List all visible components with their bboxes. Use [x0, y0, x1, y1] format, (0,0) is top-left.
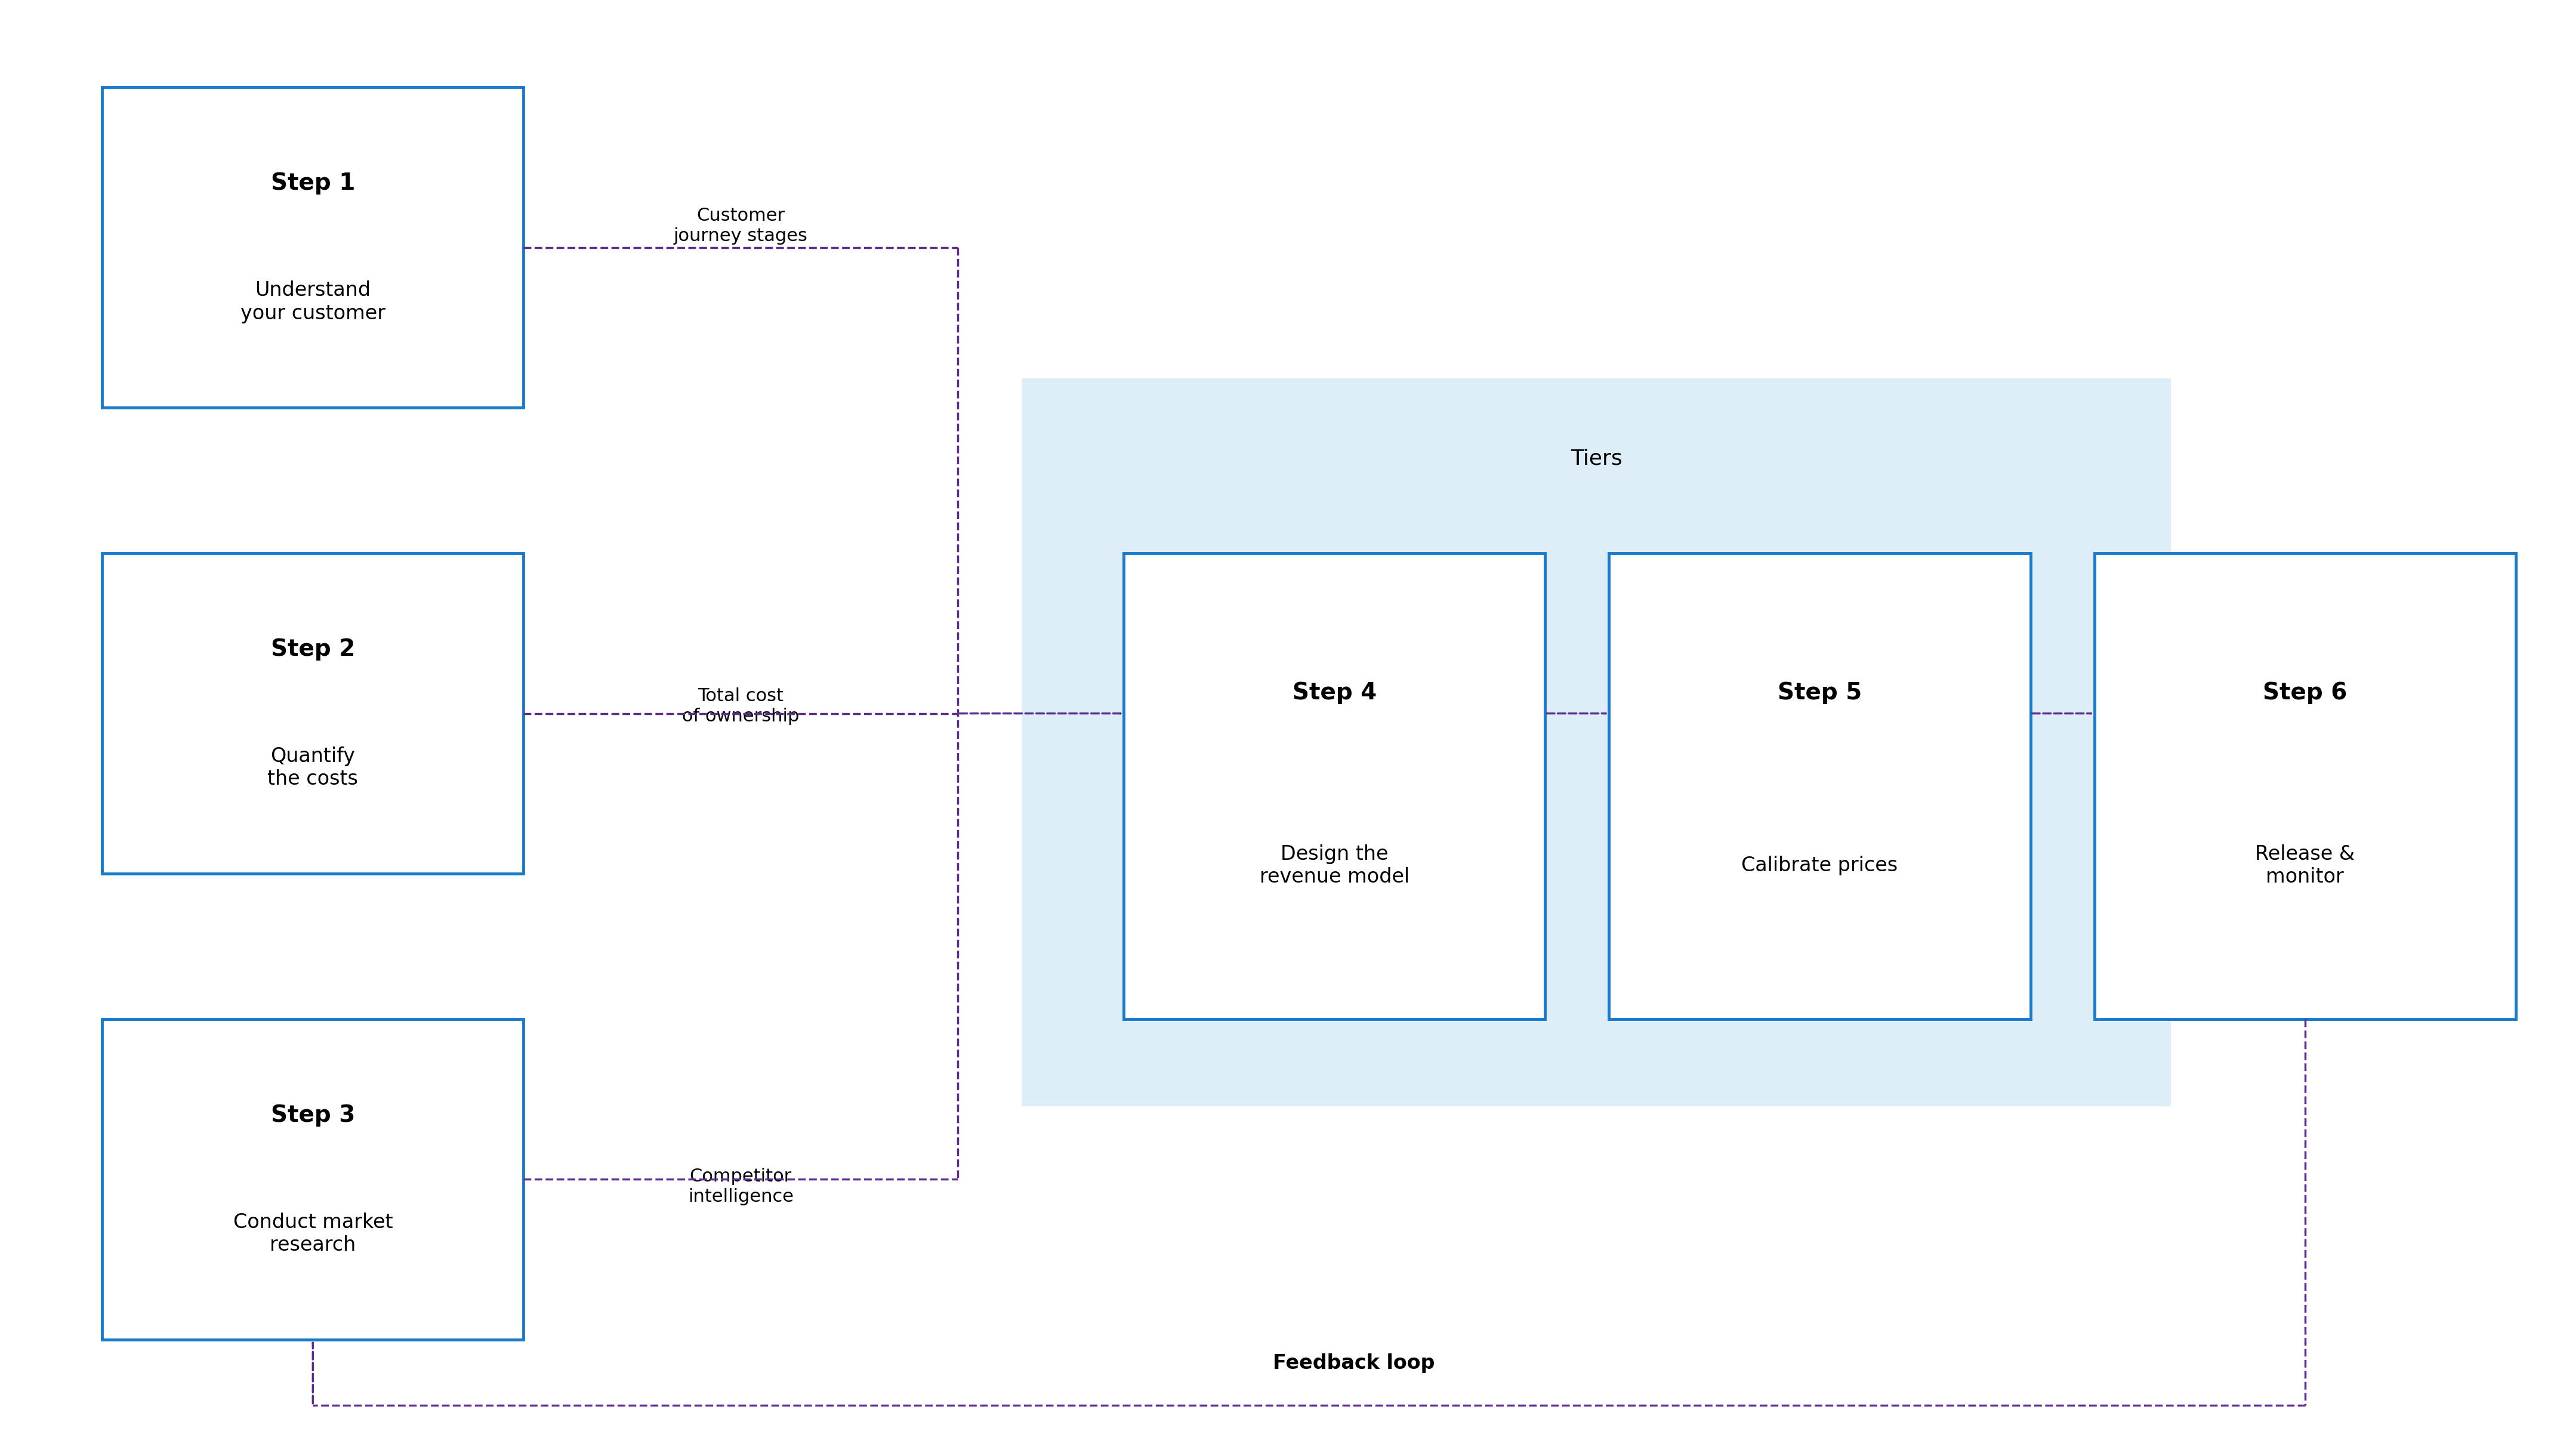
Text: Step 1: Step 1	[271, 172, 355, 195]
FancyBboxPatch shape	[102, 87, 524, 408]
FancyBboxPatch shape	[1124, 553, 1545, 1019]
Text: Quantify
the costs: Quantify the costs	[268, 747, 358, 789]
FancyBboxPatch shape	[2094, 553, 2516, 1019]
FancyBboxPatch shape	[102, 1019, 524, 1340]
Text: Total cost
of ownership: Total cost of ownership	[682, 687, 799, 725]
FancyBboxPatch shape	[102, 553, 524, 874]
Text: Customer
journey stages: Customer journey stages	[674, 207, 807, 245]
FancyBboxPatch shape	[1022, 379, 2171, 1107]
Text: Design the
revenue model: Design the revenue model	[1259, 844, 1410, 887]
Text: Step 4: Step 4	[1292, 681, 1377, 705]
Text: Feedback loop: Feedback loop	[1272, 1353, 1435, 1373]
Text: Release &
monitor: Release & monitor	[2255, 844, 2355, 887]
Text: Step 5: Step 5	[1778, 681, 1862, 705]
Text: Step 3: Step 3	[271, 1104, 355, 1127]
FancyBboxPatch shape	[1609, 553, 2030, 1019]
Text: Calibrate prices: Calibrate prices	[1742, 856, 1898, 875]
Text: Conduct market
research: Conduct market research	[232, 1213, 393, 1255]
Text: Tiers: Tiers	[1571, 448, 1622, 469]
Text: Step 6: Step 6	[2263, 681, 2347, 705]
Text: Understand
your customer: Understand your customer	[240, 281, 386, 323]
Text: Step 2: Step 2	[271, 638, 355, 661]
Text: Competitor
intelligence: Competitor intelligence	[687, 1168, 794, 1206]
